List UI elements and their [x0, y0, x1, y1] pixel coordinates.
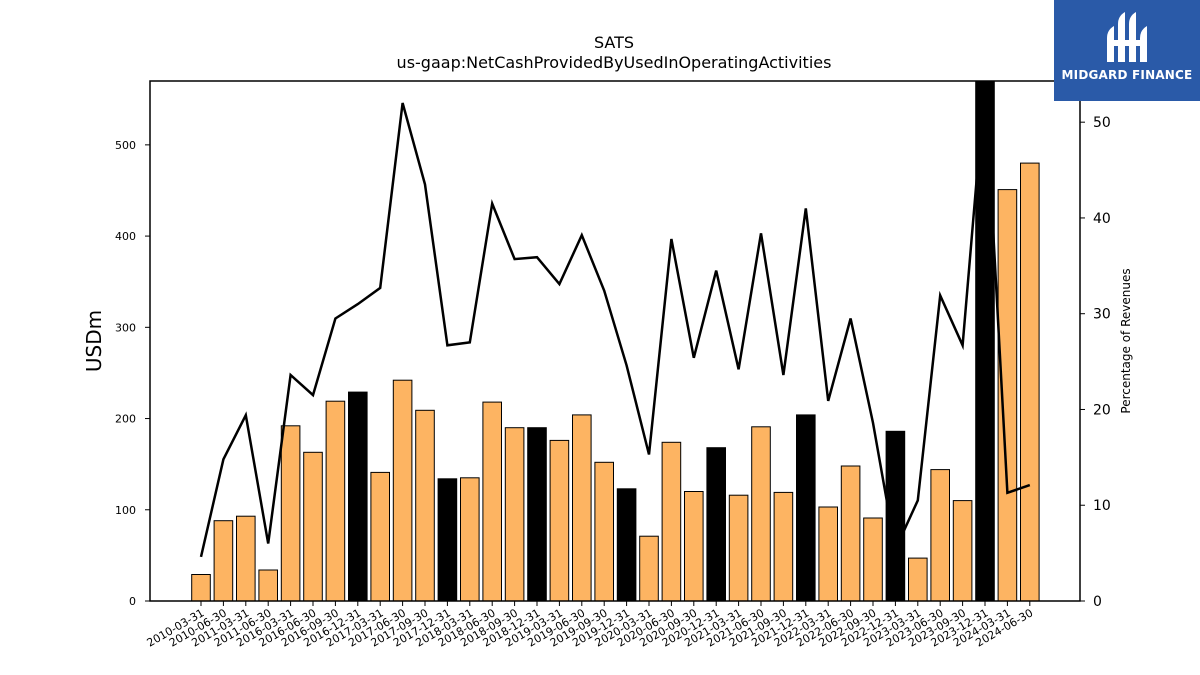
y-tick-label: 500: [115, 139, 136, 152]
bar-2020-12-31: [706, 447, 727, 602]
bar-2017-09-30: [415, 409, 435, 602]
bar-2019-06-30: [572, 414, 592, 602]
bar-2018-06-30: [482, 401, 502, 602]
chart-title: SATS: [594, 33, 634, 52]
plot-frame: [149, 80, 1081, 602]
y2-tick-label: 20: [1093, 402, 1111, 418]
bars: [191, 80, 1040, 602]
y2-tick-label: 0: [1093, 594, 1102, 610]
bar-2019-09-30: [594, 461, 615, 602]
bar-2016-06-30: [303, 451, 323, 602]
bar-2017-06-30: [392, 379, 413, 602]
logo-text: MIDGARD FINANCE: [1061, 68, 1193, 82]
bar-2020-09-30: [684, 491, 704, 602]
y2-tick-label: 50: [1093, 115, 1111, 131]
bar-2016-03-31: [280, 425, 301, 602]
logo-mark-icon: [1107, 12, 1147, 62]
y-axis-right: 0 10 20 30 40 50: [1080, 115, 1111, 610]
y-tick-label: 400: [115, 230, 136, 243]
percentage-line: [199, 80, 1031, 558]
bar-2018-09-30: [504, 427, 525, 602]
y-axis-left: 0 100 200 300 400 500: [115, 139, 150, 608]
y-tick-label: 300: [115, 321, 136, 334]
y2-tick-label: 30: [1093, 307, 1111, 323]
bar-2021-09-30: [773, 491, 794, 602]
midgard-finance-logo: MIDGARD FINANCE: [1054, 0, 1200, 101]
y2-tick-label: 10: [1093, 498, 1111, 514]
y-tick-label: 200: [115, 413, 136, 426]
bar-2024-06-30: [1020, 162, 1040, 602]
bar-2010-03-31: [191, 574, 211, 602]
percentage-polyline: [199, 80, 1031, 558]
bar-2019-12-31: [616, 488, 637, 602]
bar-2023-03-31: [908, 557, 928, 602]
bar-2022-03-31: [818, 506, 839, 602]
bar-2018-03-31: [460, 477, 480, 602]
bar-2020-06-30: [661, 441, 682, 602]
bar-2016-12-31: [348, 391, 368, 602]
bar-2021-06-30: [751, 426, 771, 602]
bar-2017-03-31: [370, 471, 390, 602]
bar-2023-09-30: [952, 500, 973, 602]
bar-2022-09-30: [863, 517, 883, 602]
bar-2019-03-31: [549, 439, 570, 602]
x-axis: 2010-03-312010-06-302011-03-312011-06-30…: [145, 601, 1035, 650]
bar-2011-03-31: [236, 515, 256, 602]
bar-2011-06-30: [258, 569, 278, 602]
bar-2017-12-31: [437, 478, 458, 602]
y-axis-label: USDm: [82, 310, 106, 372]
y-tick-label: 0: [129, 595, 136, 608]
bar-2020-03-31: [639, 535, 659, 602]
y2-axis-label: Percentage of Revenues: [1119, 268, 1133, 413]
bar-2021-12-31: [796, 414, 816, 602]
bar-2016-09-30: [325, 400, 346, 602]
bar-2021-03-31: [728, 494, 749, 602]
y-tick-label: 100: [115, 504, 136, 517]
bar-2022-06-30: [840, 465, 861, 602]
chart-subtitle: us-gaap:NetCashProvidedByUsedInOperating…: [397, 53, 832, 72]
bar-2023-06-30: [930, 469, 951, 602]
bar-2010-06-30: [213, 520, 234, 602]
bar-2018-12-31: [527, 427, 547, 602]
y2-tick-label: 40: [1093, 211, 1111, 227]
